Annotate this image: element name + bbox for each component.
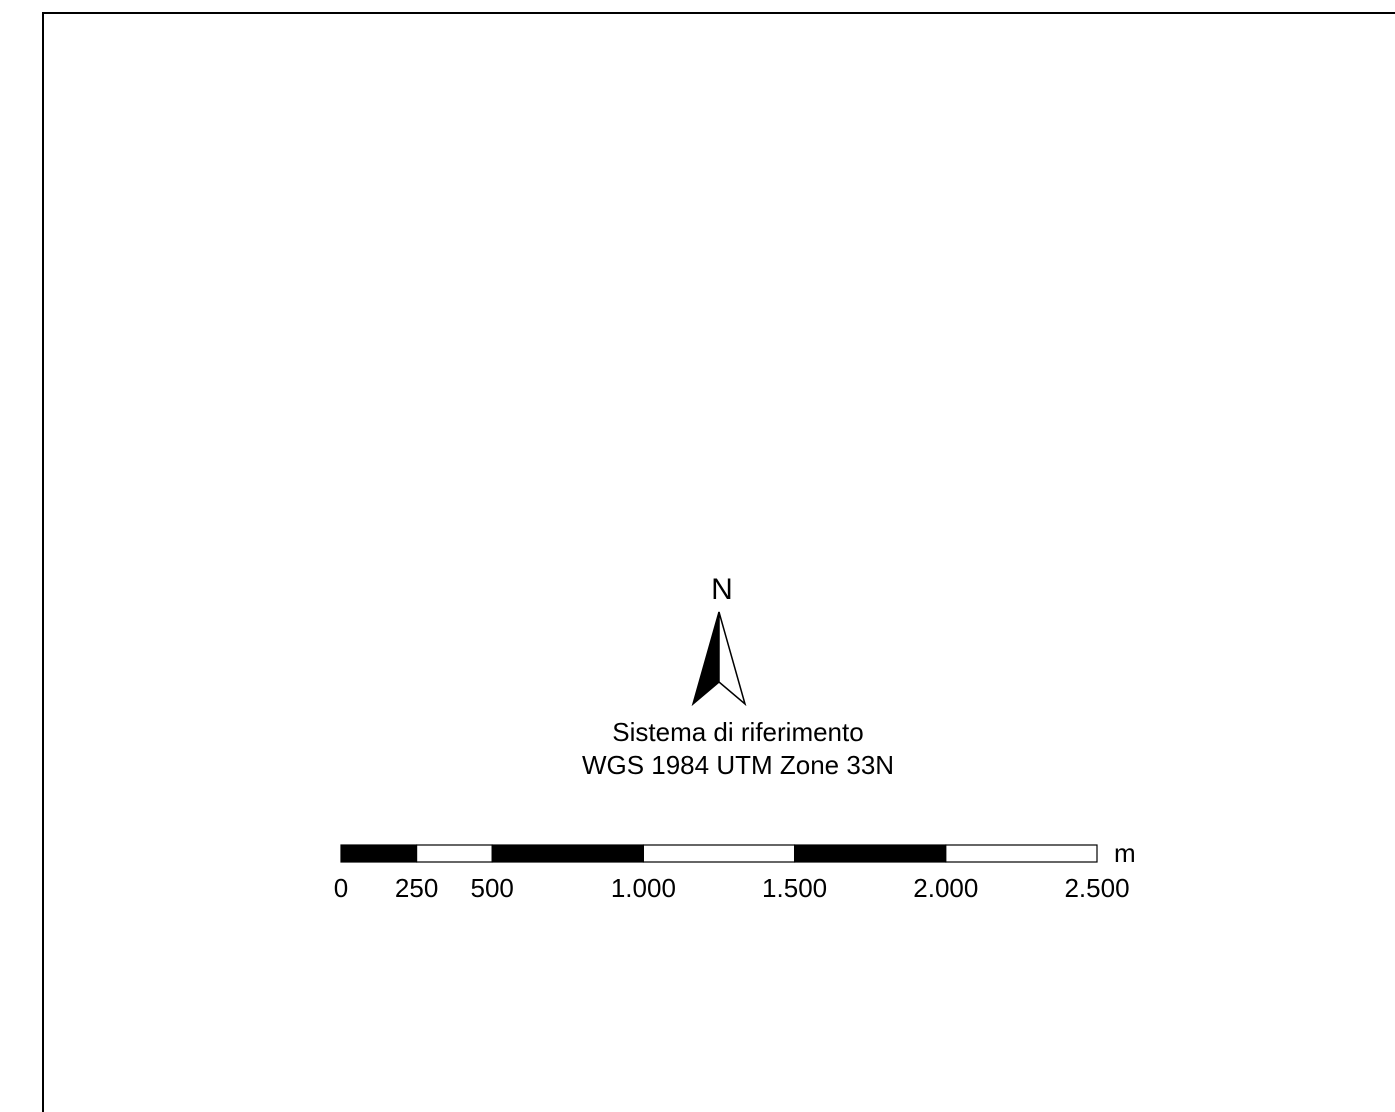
scale-segment (642, 844, 796, 863)
reference-system-name: WGS 1984 UTM Zone 33N (581, 750, 895, 780)
reference-system-title: Sistema di riferimento (612, 717, 864, 747)
scale-bar-graphic (340, 844, 1098, 863)
scale-unit-label: m (1114, 838, 1136, 868)
scale-segment (793, 844, 947, 863)
north-arrow-icon (691, 611, 747, 707)
scale-segment (340, 844, 418, 863)
map-frame (42, 12, 1395, 1112)
scale-tick-label: 250 (394, 873, 439, 903)
scale-tick-label: 2.000 (913, 873, 979, 903)
scale-tick-label: 1.500 (762, 873, 828, 903)
north-arrow: N (690, 572, 754, 712)
scale-segment (491, 844, 645, 863)
reference-system: Sistema di riferimento WGS 1984 UTM Zone… (488, 716, 988, 782)
scale-tick-label: 0 (333, 873, 349, 903)
scale-tick-label: 500 (470, 873, 514, 903)
scale-segment (416, 844, 493, 863)
scale-segment (945, 844, 1098, 863)
north-label: N (711, 573, 733, 606)
scale-tick-label: 1.000 (610, 873, 676, 903)
scale-tick-label: 2.500 (1064, 873, 1130, 903)
